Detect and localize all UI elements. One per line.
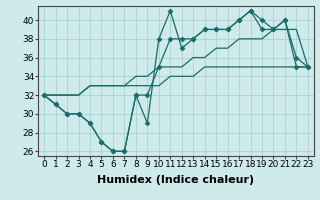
X-axis label: Humidex (Indice chaleur): Humidex (Indice chaleur) xyxy=(97,175,255,185)
